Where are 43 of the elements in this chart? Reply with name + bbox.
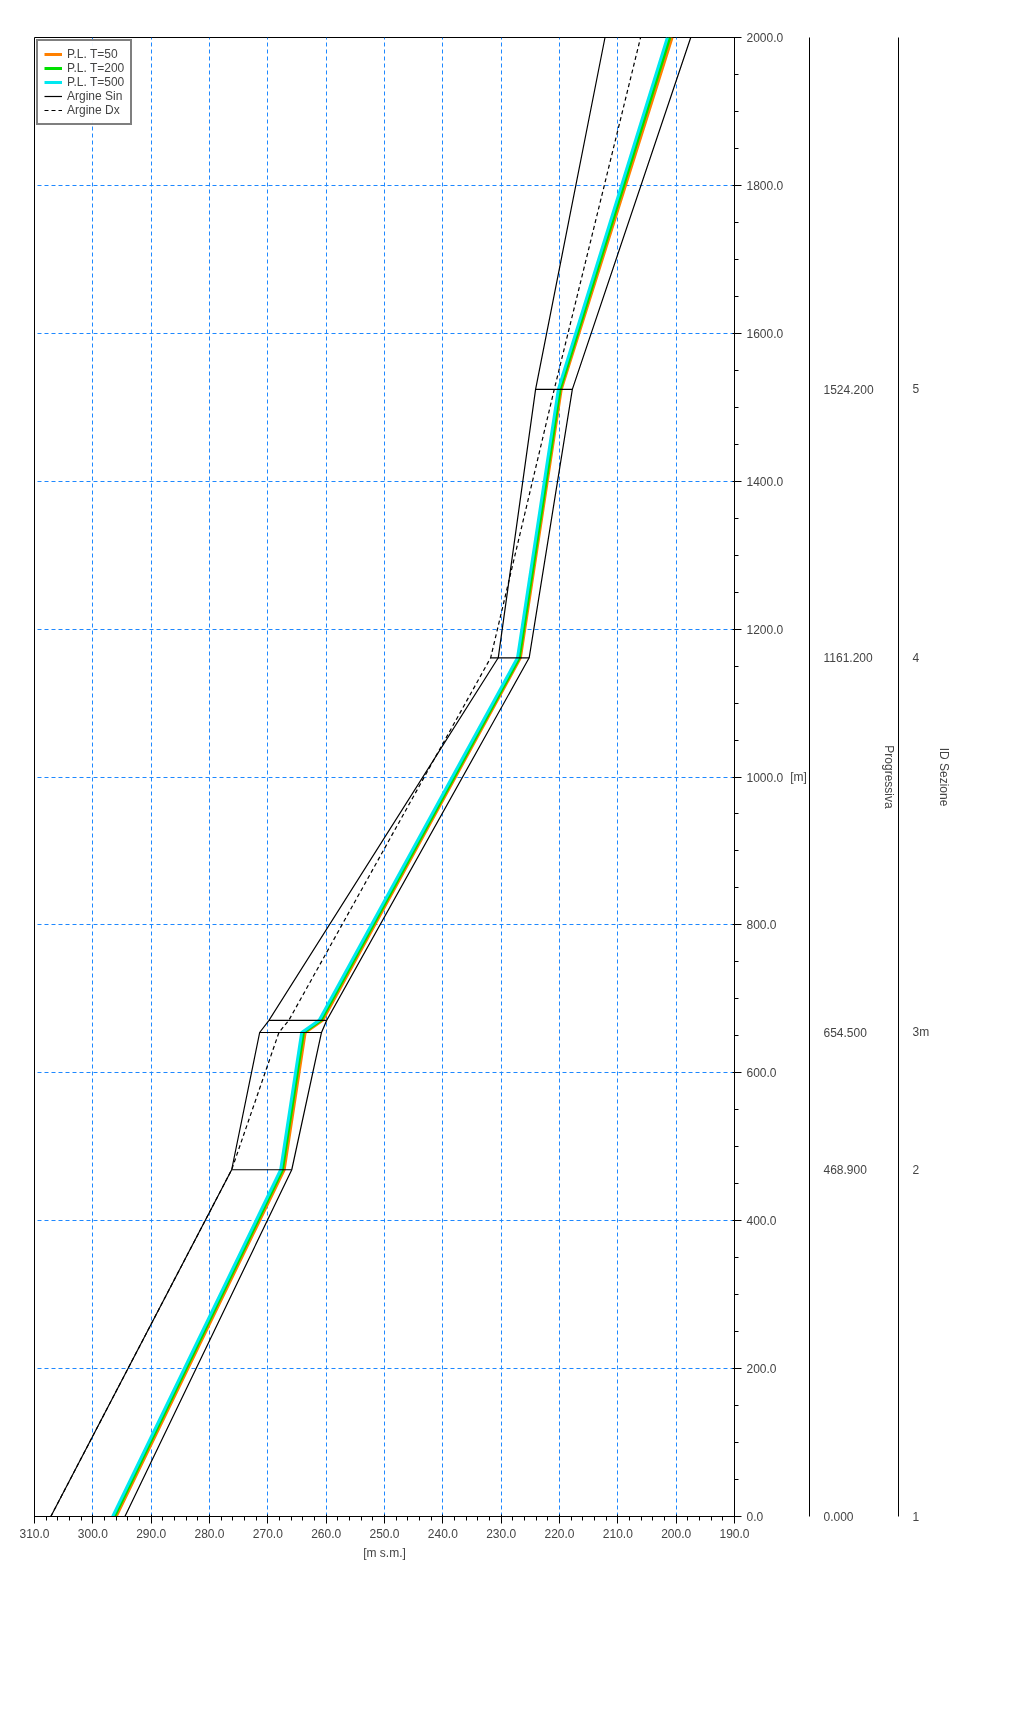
x-axis-title: [m s.m.] <box>363 1545 406 1560</box>
y-tick-label: 1800.0 <box>746 178 784 193</box>
y2-tick-label: 0.000 <box>823 1510 854 1524</box>
y-tick-label: 0.0 <box>746 1510 764 1524</box>
x-tick-label: 300.0 <box>77 1526 109 1541</box>
x-tick-label: 230.0 <box>486 1526 517 1541</box>
text: 2 <box>912 1162 920 1177</box>
y-tick-label: 1000.0 <box>746 770 784 785</box>
y-tick-label: 2000.0 <box>746 31 784 45</box>
text: 5 <box>912 382 920 397</box>
y-tick-label: 1600.0 <box>746 326 784 341</box>
x-tick-label: 310.0 <box>19 1526 50 1541</box>
text: 4 <box>912 650 920 665</box>
x-tick-label: 280.0 <box>194 1526 225 1541</box>
x-tick-label: 200.0 <box>661 1526 692 1541</box>
legend-label: P.L. T=200 <box>67 61 125 75</box>
text: 3m <box>912 1025 930 1040</box>
y2-tick-label: 1161.200 <box>823 651 873 666</box>
y-tick-label: 200.0 <box>746 1362 777 1377</box>
y-tick-label: 600.0 <box>746 1066 777 1081</box>
x-tick-label: 260.0 <box>311 1526 342 1541</box>
x-tick-label: 210.0 <box>602 1526 634 1541</box>
y2-axis-title: Progressiva <box>881 745 896 809</box>
y2-tick-label: 468.900 <box>823 1163 868 1178</box>
x-tick-label: 220.0 <box>544 1526 575 1541</box>
y-tick-label: 1400.0 <box>746 474 784 489</box>
y2-tick-label: 654.500 <box>823 1026 868 1040</box>
legend-label: P.L. T=50 <box>67 47 118 61</box>
x-tick-label: 240.0 <box>427 1526 459 1541</box>
legend-label: Argine Sin <box>67 89 123 103</box>
y-tick-label: 400.0 <box>746 1214 777 1229</box>
legend-label: P.L. T=500 <box>67 75 125 89</box>
text: 1 <box>912 1509 920 1524</box>
y-axis-title: [m] <box>790 770 807 784</box>
x-tick-label: 190.0 <box>719 1526 750 1541</box>
legend-label: Argine Dx <box>67 103 120 117</box>
x-tick-label: 290.0 <box>136 1526 167 1541</box>
x-tick-label: 270.0 <box>252 1526 284 1541</box>
x-tick-label: 250.0 <box>369 1526 400 1541</box>
y-tick-label: 800.0 <box>746 918 777 933</box>
y-tick-label: 1200.0 <box>746 622 784 637</box>
y2-tick-label: 1524.200 <box>823 382 874 397</box>
text: ID Sezione <box>937 747 952 807</box>
